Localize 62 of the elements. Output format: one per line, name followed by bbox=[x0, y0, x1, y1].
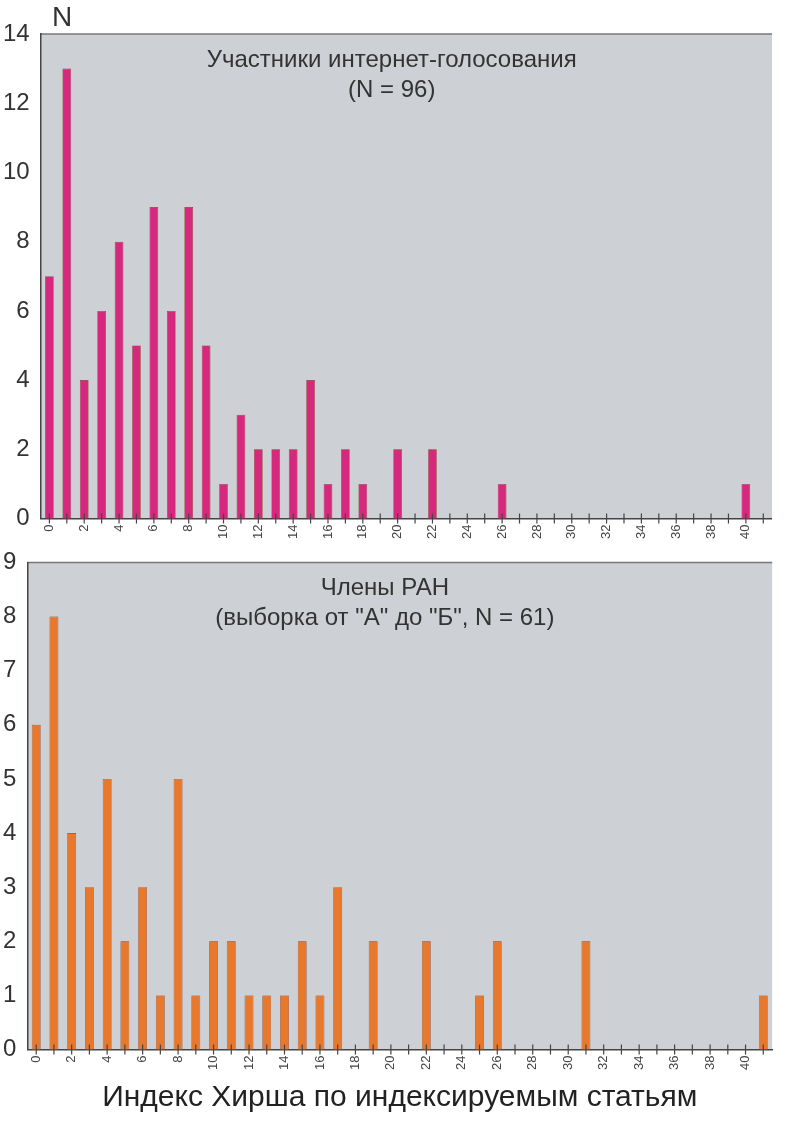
y-tick-label: 4 bbox=[16, 364, 30, 392]
x-tick-label: 12 bbox=[240, 1055, 256, 1071]
y-axis-title: N bbox=[52, 0, 73, 32]
x-tick-label: 32 bbox=[595, 1055, 611, 1071]
x-tick-label: 34 bbox=[632, 524, 648, 540]
y-tick-label: 14 bbox=[2, 18, 30, 46]
x-tick-label: 40 bbox=[737, 1055, 753, 1071]
x-tick-label: 22 bbox=[417, 1055, 433, 1071]
x-tick-label: 8 bbox=[169, 1055, 185, 1063]
y-tick-label: 2 bbox=[2, 925, 17, 953]
x-tick-label: 26 bbox=[488, 1055, 504, 1071]
y-tick-label: 7 bbox=[2, 655, 17, 683]
x-tick-label: 22 bbox=[424, 524, 440, 540]
x-tick-label: 38 bbox=[702, 524, 718, 540]
x-tick-label: 6 bbox=[134, 1055, 150, 1063]
x-tick-label: 34 bbox=[630, 1055, 646, 1071]
x-axis-title: Индекс Хирша по индексируемым статьям bbox=[102, 1079, 698, 1113]
x-tick-label: 40 bbox=[737, 524, 753, 540]
x-tick-label: 30 bbox=[563, 524, 579, 540]
x-tick-label: 2 bbox=[63, 1055, 79, 1063]
x-tick-label: 36 bbox=[667, 524, 683, 540]
x-tick-label: 26 bbox=[493, 524, 509, 540]
y-tick-label: 1 bbox=[2, 980, 17, 1008]
x-tick-label: 20 bbox=[389, 524, 405, 540]
x-tick-label: 32 bbox=[598, 524, 614, 540]
x-tick-label: 18 bbox=[346, 1055, 362, 1071]
x-tick-label: 14 bbox=[284, 524, 300, 540]
y-tick-label: 12 bbox=[2, 87, 30, 115]
text: Члены РАН (выборка от "А" до "Б", N = 61) bbox=[215, 573, 555, 631]
x-tick-label: 12 bbox=[249, 524, 265, 540]
x-tick-label: 18 bbox=[354, 524, 370, 540]
x-tick-label: 20 bbox=[382, 1055, 398, 1071]
y-tick-label: 5 bbox=[2, 763, 17, 791]
x-tick-label: 36 bbox=[666, 1055, 682, 1071]
x-tick-label: 24 bbox=[458, 524, 474, 540]
y-tick-label: 9 bbox=[2, 547, 17, 575]
x-tick-label: 2 bbox=[75, 524, 91, 532]
x-tick-label: 10 bbox=[205, 1055, 221, 1071]
y-tick-label: 6 bbox=[16, 295, 30, 323]
x-tick-label: 28 bbox=[524, 1055, 540, 1071]
x-tick-label: 24 bbox=[453, 1055, 469, 1071]
y-tick-label: 6 bbox=[2, 709, 17, 737]
x-tick-label: 0 bbox=[27, 1055, 43, 1063]
y-tick-label: 8 bbox=[16, 226, 30, 254]
x-tick-label: 10 bbox=[215, 524, 231, 540]
y-tick-label: 8 bbox=[2, 601, 17, 629]
y-tick-label: 2 bbox=[16, 433, 30, 461]
text: Участники интернет-голосования (N = 96) bbox=[206, 44, 577, 102]
x-tick-label: 4 bbox=[110, 524, 126, 532]
x-tick-label: 16 bbox=[311, 1055, 327, 1071]
x-tick-label: 38 bbox=[701, 1055, 717, 1071]
x-tick-label: 14 bbox=[276, 1055, 292, 1071]
y-tick-label: 3 bbox=[2, 871, 17, 899]
y-tick-label: 10 bbox=[2, 157, 30, 185]
x-tick-label: 0 bbox=[40, 524, 56, 532]
x-tick-label: 28 bbox=[528, 524, 544, 540]
y-tick-label: 4 bbox=[2, 817, 17, 845]
x-tick-label: 8 bbox=[180, 524, 196, 532]
x-tick-label: 6 bbox=[145, 524, 161, 532]
x-tick-label: 4 bbox=[98, 1055, 114, 1063]
x-tick-label: 30 bbox=[559, 1055, 575, 1071]
x-tick-label: 16 bbox=[319, 524, 335, 540]
